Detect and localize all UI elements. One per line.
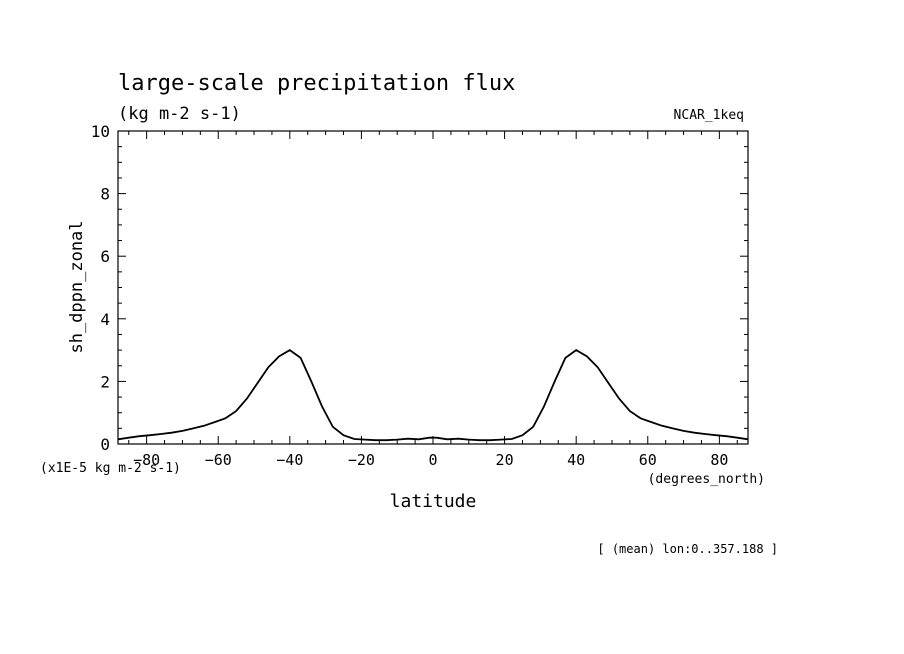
plot-frame bbox=[117, 130, 749, 445]
x-axis: −80 −60 −40 −20 0 20 40 60 80 bbox=[128, 131, 738, 469]
units-label: (kg m-2 s-1) bbox=[118, 104, 241, 124]
x-tick-label: 20 bbox=[496, 451, 514, 469]
y-axis-label: sh_dppn_zonal bbox=[67, 220, 87, 353]
x-tick-label: −80 bbox=[133, 451, 160, 469]
y-tick-label: 4 bbox=[100, 310, 110, 329]
x-tick-label: −20 bbox=[348, 451, 375, 469]
footer-note: [ (mean) lon:0..357.188 ] bbox=[597, 542, 778, 556]
y-tick-label: 6 bbox=[100, 247, 110, 266]
x-units-label: (degrees_north) bbox=[648, 472, 765, 487]
y-axis: 0 2 4 6 8 10 bbox=[91, 122, 748, 454]
y-tick-label: 0 bbox=[100, 435, 110, 454]
y-scale-label: (x1E-5 kg m-2 s-1) bbox=[40, 461, 181, 476]
y-tick-label: 2 bbox=[100, 372, 110, 391]
x-tick-label: 40 bbox=[567, 451, 585, 469]
x-tick-label: 0 bbox=[428, 451, 437, 469]
run-label: NCAR_1keq bbox=[674, 108, 744, 123]
x-tick-label: 60 bbox=[639, 451, 657, 469]
x-tick-label: −60 bbox=[205, 451, 232, 469]
chart-title: large-scale precipitation flux bbox=[118, 71, 515, 96]
y-tick-label: 10 bbox=[91, 122, 110, 141]
y-tick-label: 8 bbox=[100, 185, 110, 204]
series-line bbox=[117, 349, 749, 442]
x-tick-label: −40 bbox=[276, 451, 303, 469]
x-tick-label: 80 bbox=[710, 451, 728, 469]
x-axis-label: latitude bbox=[390, 491, 477, 512]
